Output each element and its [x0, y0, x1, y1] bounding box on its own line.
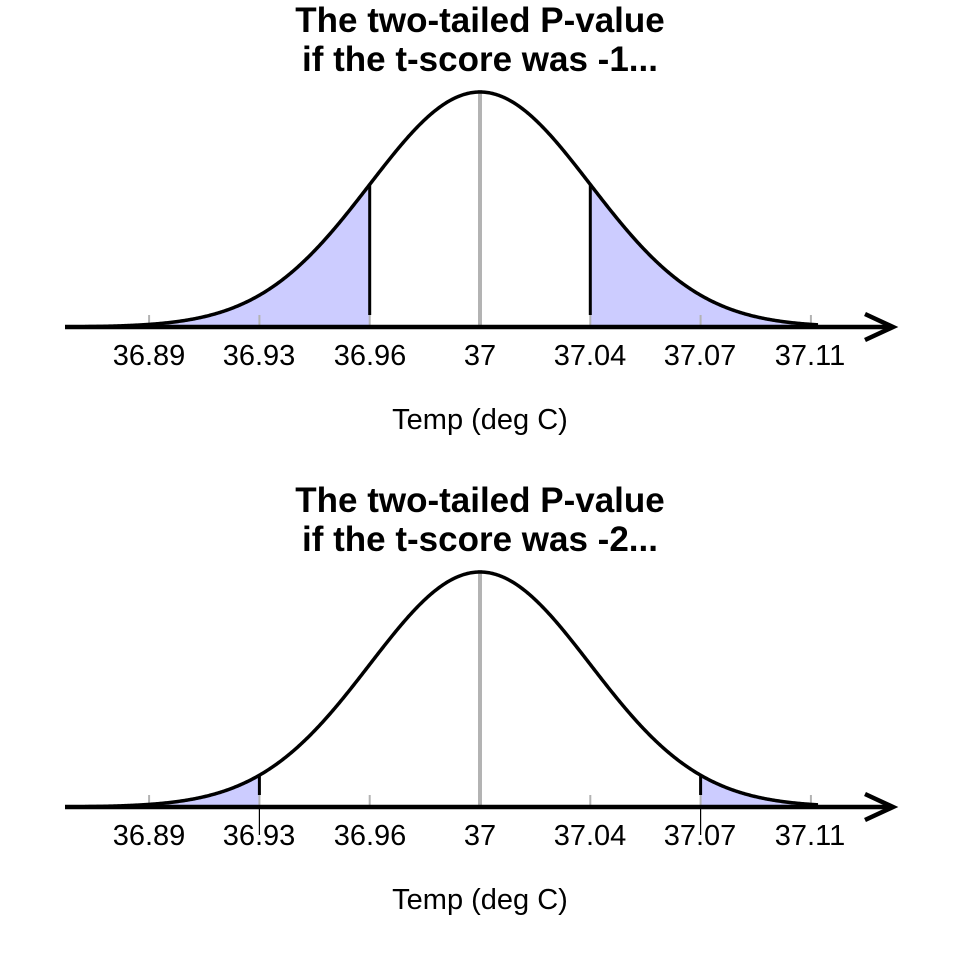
shaded-upper-tail [700, 775, 818, 807]
x-tick-label: 37 [463, 820, 497, 852]
x-tick-label: 37 [463, 340, 497, 372]
x-tick-label: 37.04 [553, 820, 627, 852]
shaded-lower-tail [85, 184, 370, 327]
plot-panel-bottom: The two-tailed P-value if the t-score wa… [0, 480, 960, 960]
axis-arrow-icon [864, 311, 899, 343]
x-tick-label: 36.89 [112, 340, 186, 372]
axis-arrow-icon [864, 791, 899, 823]
x-tick-label: 36.96 [333, 820, 407, 852]
normal-curve-plot [65, 90, 899, 343]
x-tick-label: 37.04 [553, 340, 627, 372]
x-tick-label: 36.96 [333, 340, 407, 372]
x-tick-label: 36.93 [222, 820, 296, 852]
x-tick-label: 37.11 [774, 820, 846, 852]
normal-curve-plot [65, 570, 899, 835]
x-tick-label: 37.11 [774, 340, 846, 372]
x-tick-label: 37.07 [663, 820, 737, 852]
plot-title-line1: The two-tailed P-value [295, 1, 665, 40]
shaded-lower-tail [85, 775, 260, 807]
plot-title-line2: if the t-score was -2... [302, 520, 658, 559]
plot-panel-top: The two-tailed P-value if the t-score wa… [65, 1, 899, 436]
normal-density-curve [84, 570, 819, 809]
x-axis-label: Temp (deg C) [392, 884, 568, 916]
plot-title-line2: if the t-score was -1... [302, 40, 658, 79]
x-tick-label: 37.07 [663, 340, 737, 372]
plot-title-line1: The two-tailed P-value [295, 481, 665, 520]
x-tick-label: 36.93 [222, 340, 296, 372]
normal-density-curve [84, 90, 819, 329]
x-axis-label: Temp (deg C) [392, 404, 568, 436]
shaded-upper-tail [590, 184, 818, 327]
x-tick-label: 36.89 [112, 820, 186, 852]
